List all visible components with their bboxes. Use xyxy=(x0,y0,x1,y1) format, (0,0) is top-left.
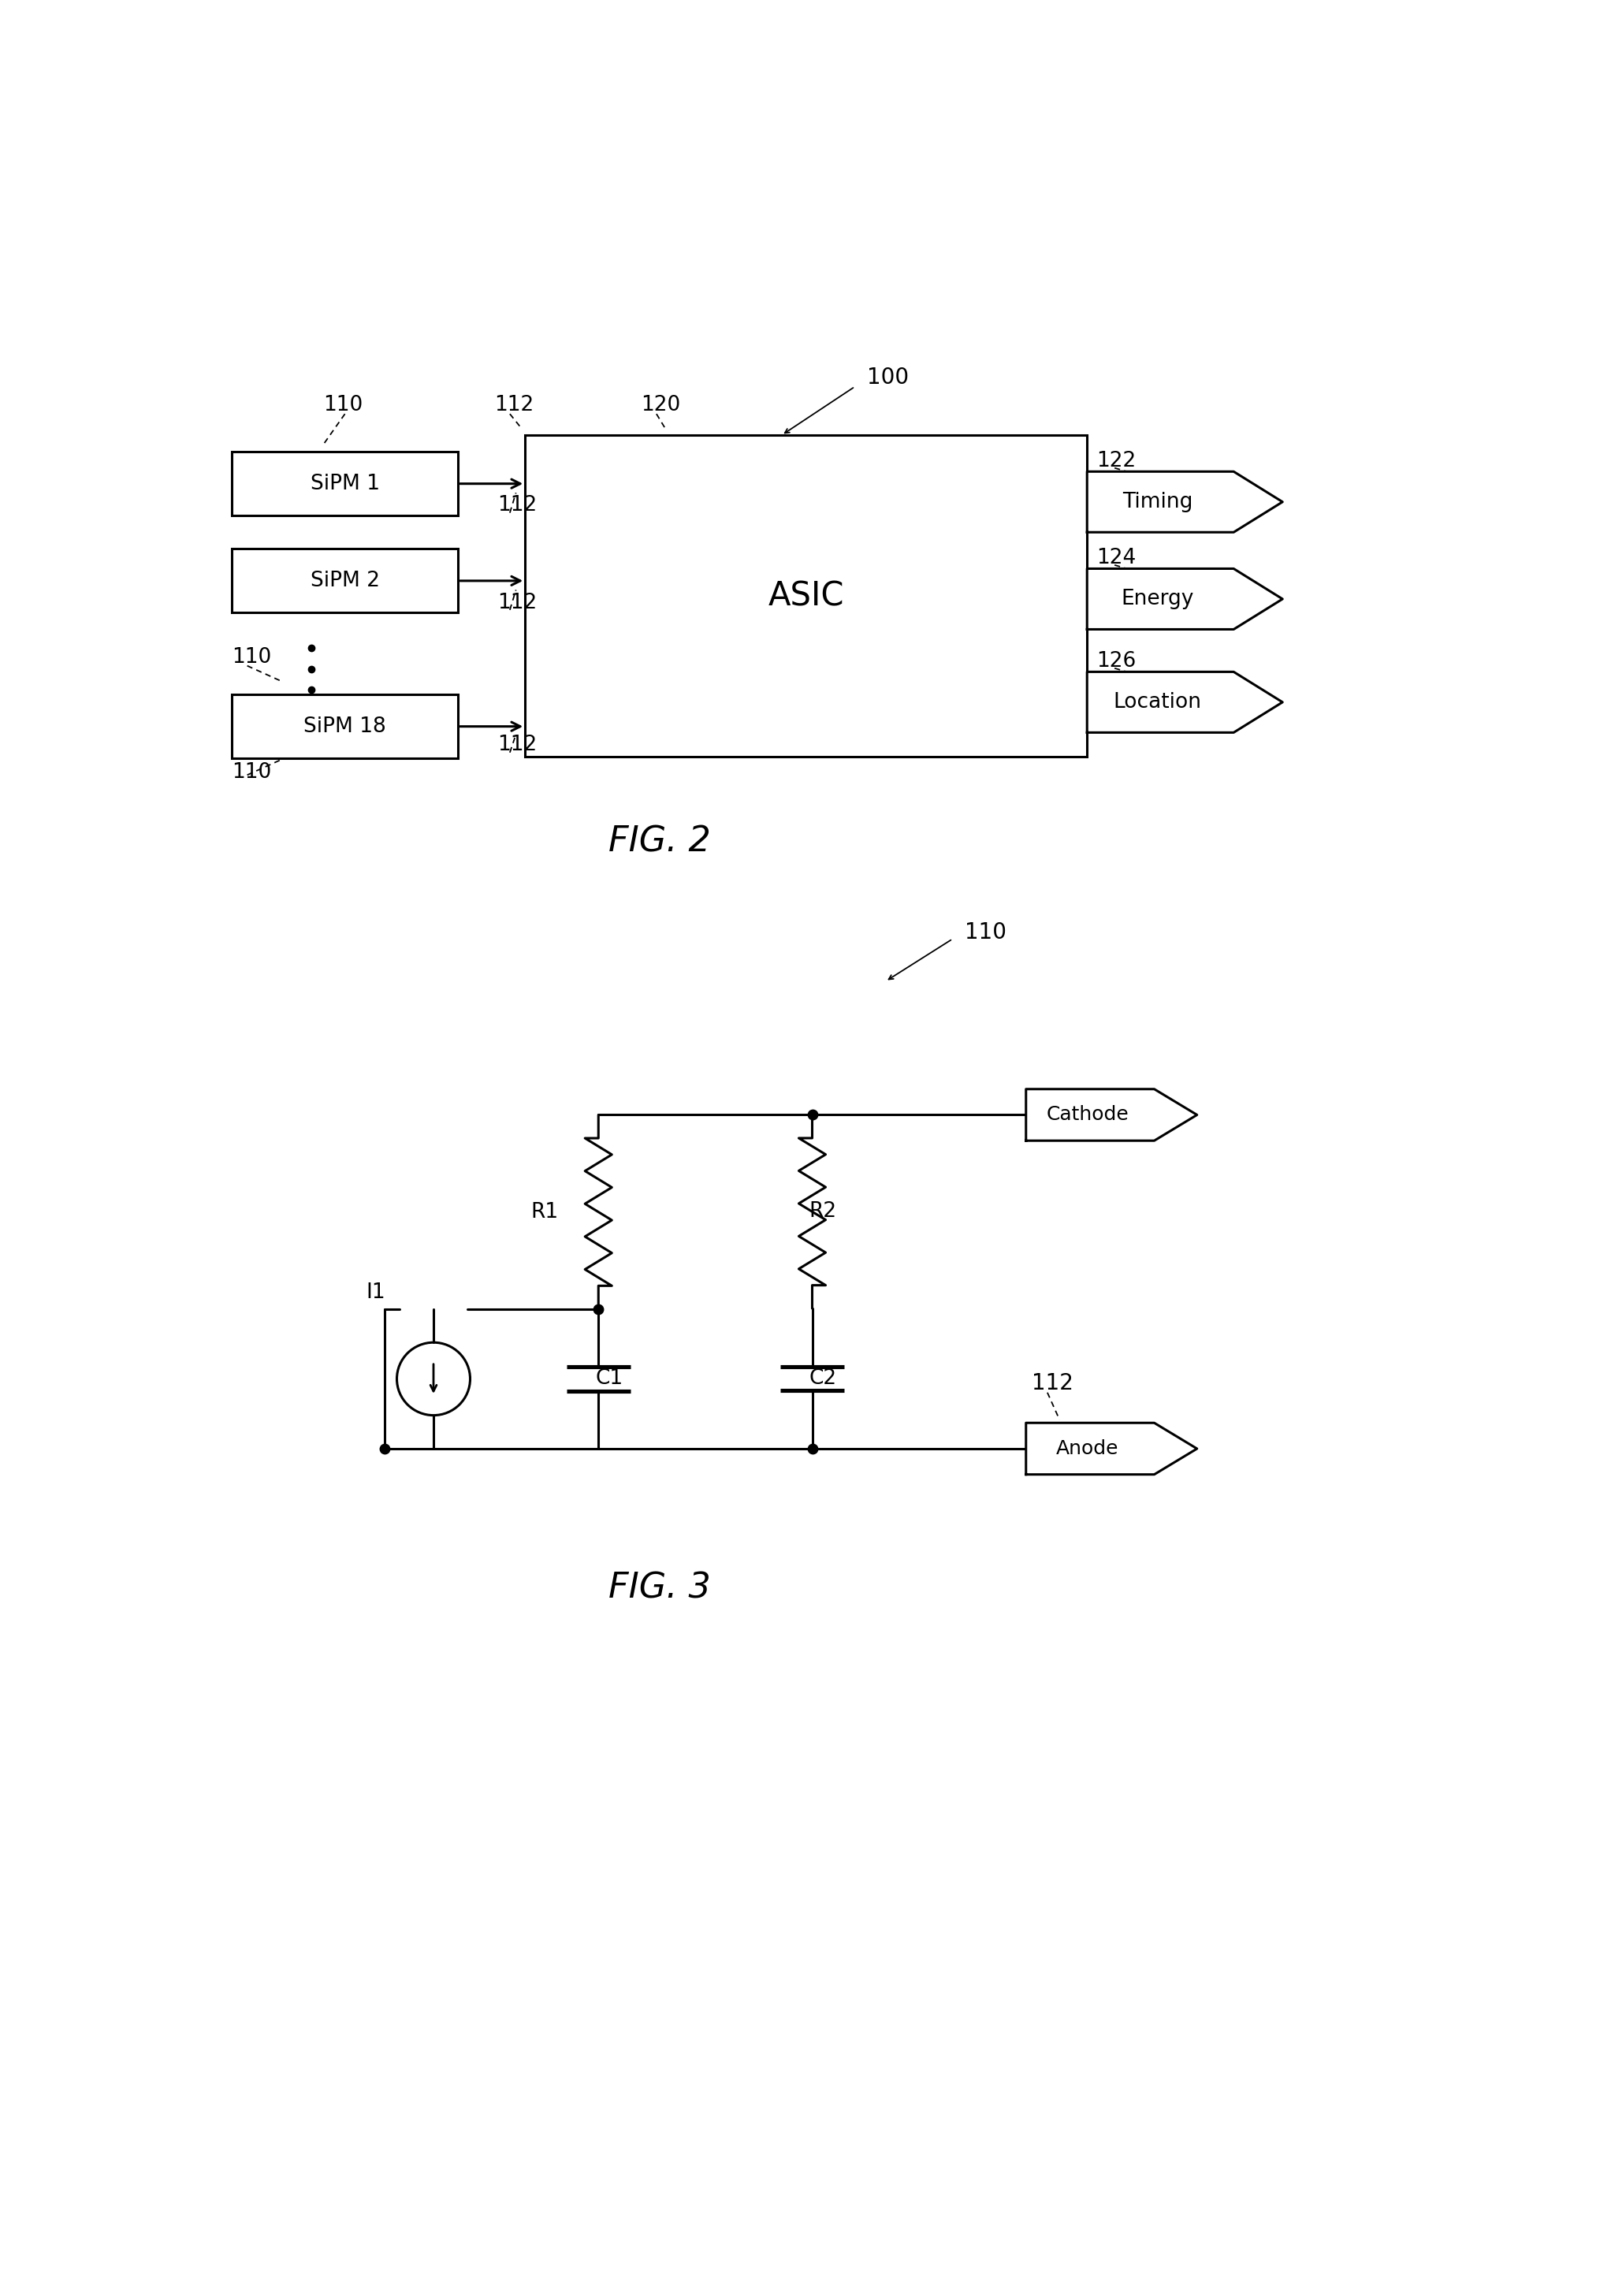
Text: 112: 112 xyxy=(495,395,535,416)
Text: Cathode: Cathode xyxy=(1046,1104,1129,1125)
Text: 122: 122 xyxy=(1095,450,1136,471)
Text: 112: 112 xyxy=(498,735,536,755)
Text: Energy: Energy xyxy=(1121,588,1194,608)
Bar xyxy=(232,549,458,613)
Polygon shape xyxy=(1087,569,1282,629)
Bar xyxy=(525,436,1087,758)
Polygon shape xyxy=(1087,471,1282,533)
Bar xyxy=(232,452,458,517)
Text: C1: C1 xyxy=(596,1368,623,1389)
Text: R1: R1 xyxy=(532,1201,559,1221)
Text: SiPM 18: SiPM 18 xyxy=(303,716,387,737)
Text: Timing: Timing xyxy=(1123,491,1192,512)
Text: FIG. 2: FIG. 2 xyxy=(609,824,710,859)
Polygon shape xyxy=(1087,673,1282,732)
Polygon shape xyxy=(1026,1424,1197,1474)
Text: 110: 110 xyxy=(232,647,272,668)
Text: 110: 110 xyxy=(965,921,1007,944)
Text: C2: C2 xyxy=(809,1368,836,1389)
Text: 110: 110 xyxy=(324,395,362,416)
Text: 110: 110 xyxy=(232,762,272,783)
Text: FIG. 3: FIG. 3 xyxy=(609,1570,710,1605)
Text: 126: 126 xyxy=(1095,652,1136,673)
Polygon shape xyxy=(1026,1088,1197,1141)
Text: Anode: Anode xyxy=(1057,1440,1120,1458)
Bar xyxy=(232,696,458,758)
Text: 112: 112 xyxy=(498,592,536,613)
Text: SiPM 2: SiPM 2 xyxy=(311,569,380,590)
Text: ASIC: ASIC xyxy=(768,579,844,613)
Text: 124: 124 xyxy=(1095,549,1136,569)
Text: 100: 100 xyxy=(867,367,909,388)
Text: 112: 112 xyxy=(498,496,536,517)
Text: 120: 120 xyxy=(641,395,681,416)
Text: R2: R2 xyxy=(809,1201,836,1221)
Text: 112: 112 xyxy=(1033,1373,1075,1394)
Text: SiPM 1: SiPM 1 xyxy=(311,473,380,494)
Text: I1: I1 xyxy=(366,1283,385,1304)
Text: Location: Location xyxy=(1113,691,1202,712)
